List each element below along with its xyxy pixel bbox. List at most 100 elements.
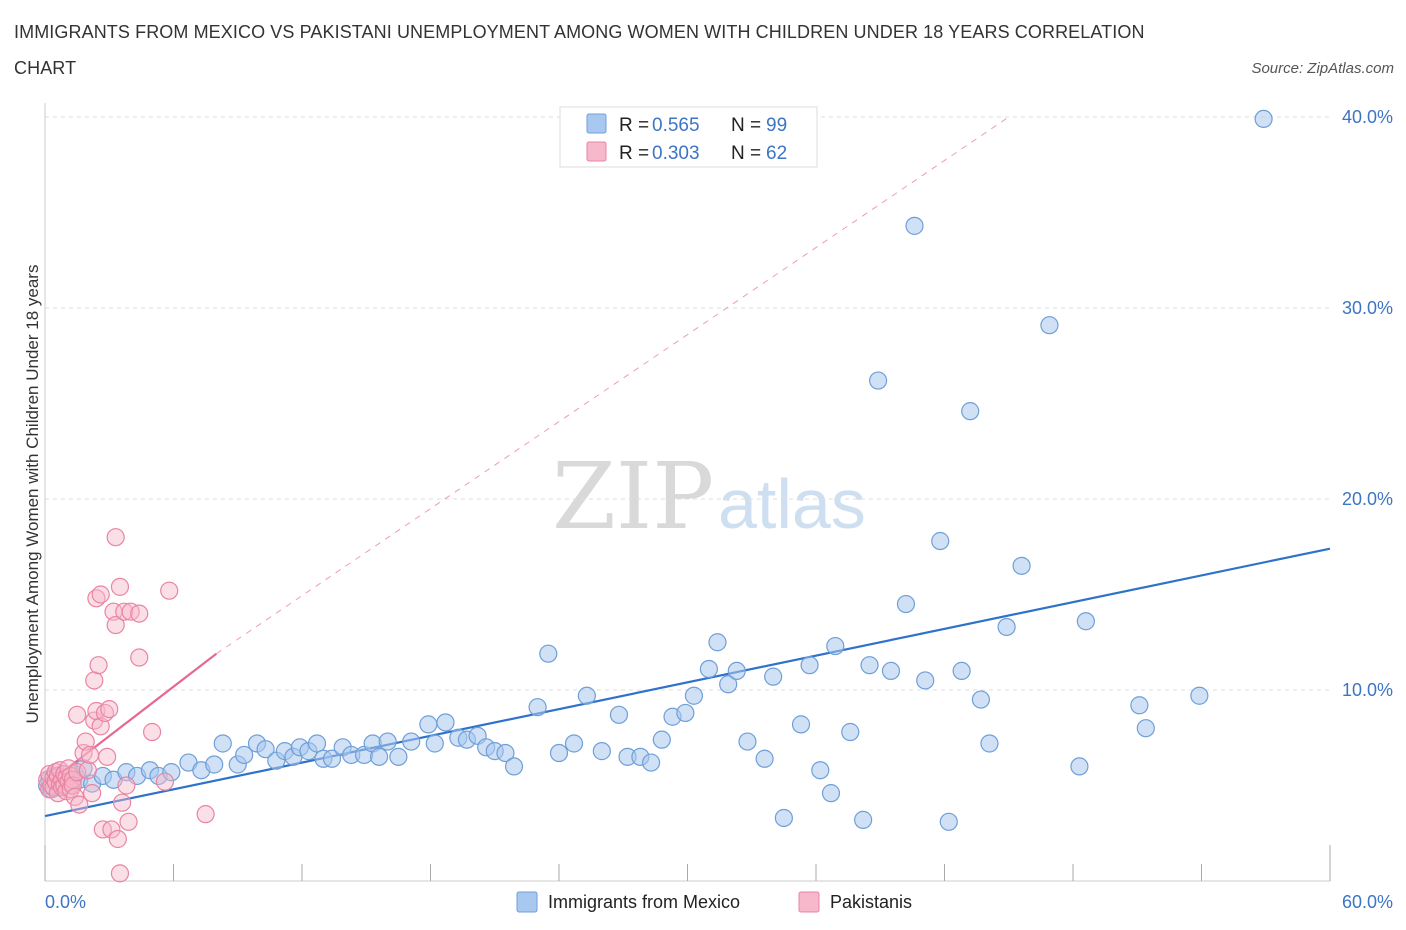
mexico-point	[699, 659, 719, 679]
legend-n-value: 62	[766, 143, 787, 164]
mexico-point	[504, 757, 524, 776]
y-tick-label: 20.0%	[1342, 489, 1393, 509]
mexico-point	[1136, 719, 1155, 738]
mexico-point	[1040, 316, 1059, 335]
watermark-atlas: atlas	[718, 465, 866, 543]
pakistani-point	[119, 812, 138, 831]
pakistani-point	[85, 671, 104, 690]
mexico-point	[841, 722, 860, 742]
mexico-point	[528, 698, 547, 717]
mexico-point	[577, 686, 596, 705]
mexico-point	[821, 784, 841, 803]
pakistani-point	[100, 699, 119, 719]
pakistani-point	[89, 656, 108, 675]
mexico-point	[609, 705, 629, 724]
mexico-point	[549, 743, 569, 763]
legend-r-label: R =	[619, 115, 649, 136]
mexico-point	[980, 734, 999, 753]
mexico-point	[436, 713, 455, 732]
watermark: ZIP atlas	[552, 443, 866, 550]
bottom-legend: Immigrants from Mexico Pakistanis	[516, 891, 912, 913]
pakistani-point	[91, 585, 110, 604]
mexico-point	[916, 671, 935, 690]
mexico-point	[1190, 686, 1209, 705]
pakistani-point	[117, 776, 136, 795]
y-axis-label: Unemployment Among Women with Children U…	[23, 265, 42, 724]
mexico-point	[774, 808, 793, 828]
pakistani-point	[106, 615, 125, 635]
mexico-point	[811, 761, 830, 780]
trendlines	[44, 116, 1331, 818]
y-axis-title: Unemployment Among Women with Children U…	[23, 265, 42, 724]
mexico-point	[322, 749, 342, 768]
pakistani-point	[106, 528, 125, 547]
x-tick-label: 60.0%	[1342, 892, 1393, 912]
data-points	[38, 109, 1273, 883]
mexico-point	[800, 656, 819, 675]
mexico-point	[425, 734, 444, 753]
pakistani-point	[68, 705, 87, 724]
pakistani-point	[98, 747, 117, 766]
mexico-point	[370, 747, 389, 766]
mexico-point	[1254, 109, 1273, 129]
mexico-point	[1130, 696, 1149, 715]
mexico-point	[564, 734, 584, 753]
mexico-point	[162, 763, 181, 782]
pakistani-point	[70, 795, 89, 814]
source-label: Source: ZipAtlas.com	[1251, 60, 1394, 77]
watermark-zip: ZIP	[552, 443, 714, 550]
mexico-point	[905, 216, 924, 235]
pakistani-point	[110, 864, 130, 883]
mexico-point	[826, 636, 845, 656]
legend-swatch-mexico	[586, 113, 607, 134]
mexico-point	[896, 594, 916, 614]
mexico-point	[205, 755, 224, 774]
mexico-point	[961, 402, 980, 421]
legend-swatch-pakistani	[586, 141, 607, 162]
mexico-point	[256, 740, 275, 759]
mexico-point	[213, 734, 232, 753]
chart-title: IMMIGRANTS FROM MEXICO VS PAKISTANI UNEM…	[14, 22, 1145, 78]
mexico-point	[1070, 757, 1089, 776]
x-tick-label: 0.0%	[45, 892, 86, 912]
mexico-point	[402, 732, 421, 751]
pakistani-point	[80, 745, 100, 765]
pakistani-point	[76, 732, 95, 751]
axes: 10.0% 20.0% 30.0% 40.0% 0.0% 60.0%	[44, 103, 1393, 912]
mexico-point	[676, 703, 695, 723]
pakistani-point	[108, 829, 127, 849]
mexico-point	[860, 656, 879, 675]
legend-n-label: N =	[731, 115, 761, 136]
pakistani-point	[160, 581, 179, 600]
legend-n-label: N =	[731, 143, 761, 164]
mexico-point	[738, 732, 757, 751]
pakistani-point	[91, 717, 110, 736]
y-tick-label: 30.0%	[1342, 298, 1393, 318]
pakistani-point	[196, 805, 215, 824]
mexico-point	[235, 745, 254, 765]
mexico-point	[791, 715, 811, 734]
pakistani-point	[112, 793, 132, 812]
pakistani-point	[110, 577, 130, 596]
mexico-point	[378, 732, 397, 751]
bottom-legend-label-mexico: Immigrants from Mexico	[548, 892, 740, 912]
pakistani-point	[102, 820, 121, 839]
pakistani-trendline	[44, 652, 218, 787]
mexico-point	[719, 675, 738, 694]
mexico-point	[854, 810, 873, 829]
mexico-point	[939, 812, 958, 831]
y-tick-label: 40.0%	[1342, 107, 1393, 127]
mexico-point	[419, 715, 438, 734]
mexico-point	[652, 730, 671, 749]
mexico-point	[997, 617, 1016, 637]
mexico-point	[971, 690, 991, 709]
mexico-point	[755, 749, 774, 768]
mexico-point	[931, 531, 950, 551]
mexico-point	[307, 734, 327, 753]
mexico-point	[1012, 556, 1031, 575]
bottom-legend-swatch-pakistani	[798, 891, 820, 913]
mexico-point	[592, 742, 611, 761]
y-tick-label: 10.0%	[1342, 680, 1393, 700]
mexico-point	[727, 661, 746, 681]
